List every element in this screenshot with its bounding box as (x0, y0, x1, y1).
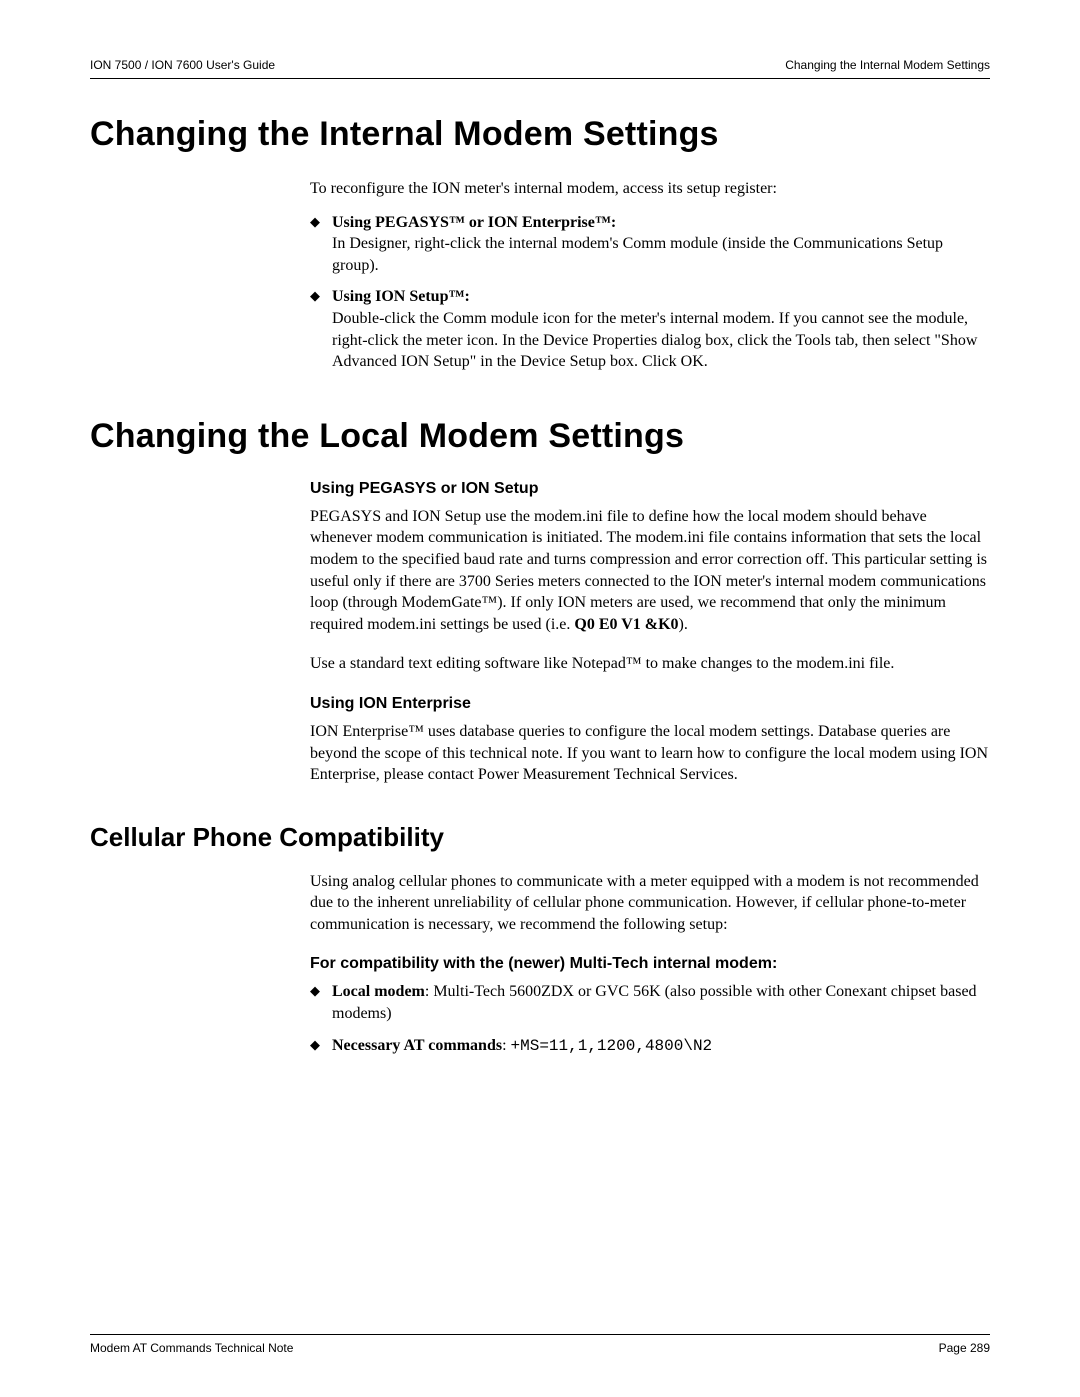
footer-left: Modem AT Commands Technical Note (90, 1341, 293, 1355)
b1-lead: Local modem (332, 983, 425, 1000)
section2-p1-bold: Q0 E0 V1 &K0 (574, 616, 678, 633)
section3-bullet-2: Necessary AT commands: +MS=11,1,1200,480… (310, 1035, 990, 1058)
section2-p1c: ). (679, 616, 688, 633)
section3-body: Using analog cellular phones to communic… (310, 871, 990, 1058)
b2-body-pre: : (502, 1037, 510, 1054)
section3-bullet-1: Local modem: Multi-Tech 5600ZDX or GVC 5… (310, 981, 990, 1024)
section2-p2: Use a standard text editing software lik… (310, 653, 990, 675)
section3-list: Local modem: Multi-Tech 5600ZDX or GVC 5… (310, 981, 990, 1057)
bullet1-body: In Designer, right-click the internal mo… (332, 235, 943, 274)
section1-body: To reconfigure the ION meter's internal … (310, 178, 990, 373)
sub-pegasys-setup: Using PEGASYS or ION Setup (310, 480, 990, 498)
header-right: Changing the Internal Modem Settings (785, 58, 990, 72)
footer-bar: Modem AT Commands Technical Note Page 28… (90, 1334, 990, 1355)
bullet2-lead: Using ION Setup™: (332, 288, 470, 305)
h2-cellular: Cellular Phone Compatibility (90, 822, 990, 853)
b2-code: +MS=11,1,1200,4800\N2 (511, 1037, 713, 1055)
h1-internal-modem: Changing the Internal Modem Settings (90, 115, 990, 154)
bullet2-body: Double-click the Comm module icon for th… (332, 310, 977, 370)
b1-body: : Multi-Tech 5600ZDX or GVC 56K (also po… (332, 983, 977, 1022)
header-left: ION 7500 / ION 7600 User's Guide (90, 58, 275, 72)
section1-bullet-1: Using PEGASYS™ or ION Enterprise™: In De… (310, 212, 990, 277)
b2-lead: Necessary AT commands (332, 1037, 502, 1054)
section2-p1a: PEGASYS and ION Setup use the modem.ini … (310, 508, 987, 633)
section1-bullet-2: Using ION Setup™: Double-click the Comm … (310, 286, 990, 372)
sub-ion-enterprise: Using ION Enterprise (310, 695, 990, 713)
footer-right: Page 289 (939, 1341, 990, 1355)
section2-p1: PEGASYS and ION Setup use the modem.ini … (310, 506, 990, 636)
section1-list: Using PEGASYS™ or ION Enterprise™: In De… (310, 212, 990, 373)
h1-local-modem: Changing the Local Modem Settings (90, 417, 990, 456)
sub-multitech: For compatibility with the (newer) Multi… (310, 955, 990, 973)
section3-intro: Using analog cellular phones to communic… (310, 871, 990, 936)
section2-p3: ION Enterprise™ uses database queries to… (310, 721, 990, 786)
bullet1-lead: Using PEGASYS™ or ION Enterprise™: (332, 214, 616, 231)
section2-body: Using PEGASYS or ION Setup PEGASYS and I… (310, 480, 990, 786)
header-bar: ION 7500 / ION 7600 User's Guide Changin… (90, 58, 990, 79)
section1-intro: To reconfigure the ION meter's internal … (310, 178, 990, 200)
